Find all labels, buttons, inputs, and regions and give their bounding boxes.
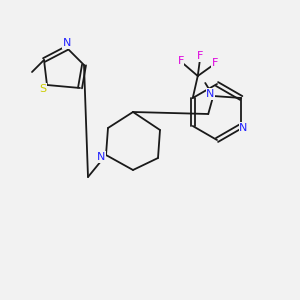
Text: N: N: [63, 38, 71, 48]
Text: F: F: [178, 56, 184, 66]
Text: F: F: [212, 58, 218, 68]
Text: N: N: [97, 152, 105, 162]
Text: F: F: [196, 51, 203, 61]
Text: N: N: [239, 123, 248, 133]
Text: S: S: [39, 84, 46, 94]
Text: N: N: [206, 89, 214, 99]
